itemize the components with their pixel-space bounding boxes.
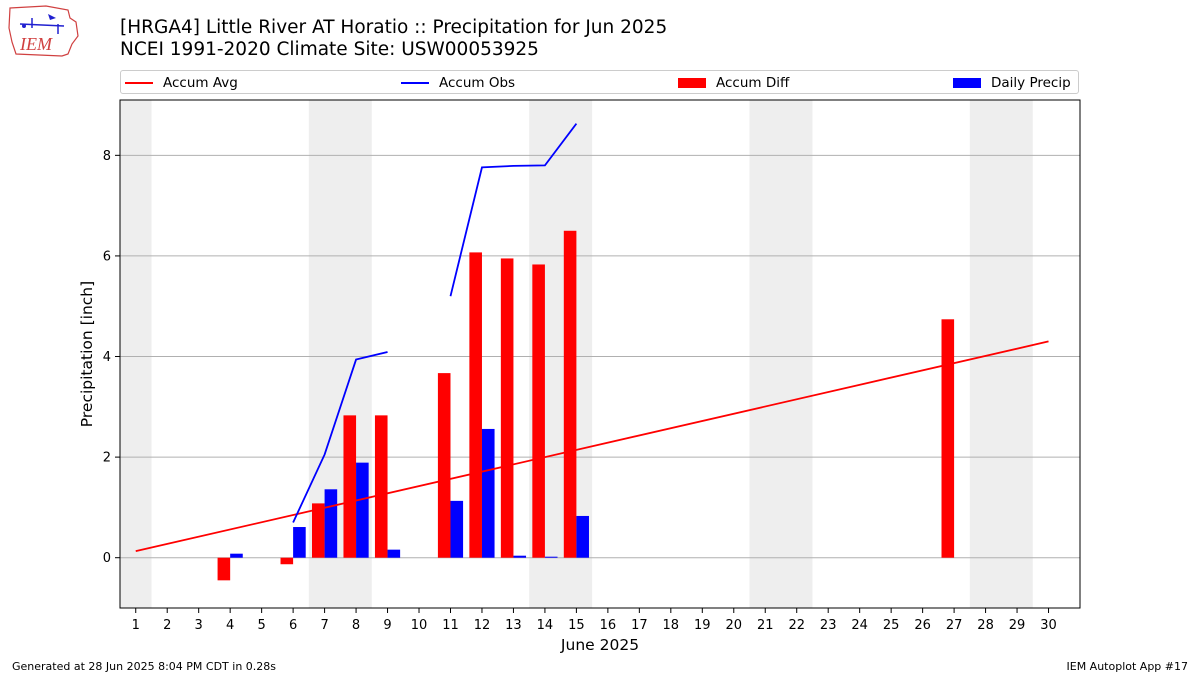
legend-swatch-daily-precip [953,78,981,88]
x-tick-label: 15 [568,618,585,633]
x-tick-label: 8 [352,618,360,633]
x-tick-label: 27 [946,618,963,633]
accum-diff-bar [532,264,545,558]
daily-precip-bar [450,500,464,558]
y-axis-label: Precipitation [inch] [78,281,96,427]
legend-item-daily-precip: Daily Precip [953,73,1071,93]
x-tick-label: 12 [474,618,491,633]
legend-item-accum-diff: Accum Diff [678,73,789,93]
x-tick-label: 23 [820,618,837,633]
x-tick-label: 17 [631,618,648,633]
accum-diff-bar [312,503,325,558]
x-tick-label: 20 [725,618,742,633]
x-tick-label: 3 [195,618,203,633]
x-tick-label: 9 [383,618,391,633]
accum-diff-bar [469,252,482,558]
daily-precip-bar [513,555,527,558]
daily-precip-bar [356,462,369,558]
chart-subtitle: NCEI 1991-2020 Climate Site: USW00053925 [120,39,539,60]
legend-label: Accum Avg [163,75,238,91]
x-tick-label: 6 [289,618,297,633]
x-tick-label: 21 [757,618,774,633]
daily-precip-bar [324,489,338,558]
y-tick-label: 4 [103,350,111,365]
legend-swatch-accum-obs [401,82,429,84]
weekend-shade [969,100,1033,608]
x-tick-label: 28 [977,618,994,633]
x-tick-label: 10 [411,618,428,633]
legend-item-accum-avg: Accum Avg [125,73,238,93]
x-tick-label: 18 [663,618,680,633]
accum-diff-bar [437,373,451,558]
x-tick-label: 13 [505,618,522,633]
x-tick-label: 7 [320,618,328,633]
x-tick-label: 2 [163,618,171,633]
x-axis-label: June 2025 [560,636,639,654]
x-tick-label: 29 [1009,618,1026,633]
legend-swatch-accum-diff [678,78,706,88]
app-credit: IEM Autoplot App #17 [1066,660,1189,673]
accum-diff-bar [941,319,955,558]
accum-diff-bar [374,415,388,558]
x-tick-label: 1 [132,618,140,633]
accum-obs-line [449,123,578,297]
legend-label: Accum Diff [716,75,790,91]
legend-item-accum-obs: Accum Obs [401,73,515,93]
x-tick-label: 22 [788,618,805,633]
chart-legend: Accum Avg Accum Obs Accum Diff Daily Pre… [120,70,1079,94]
plot-frame [119,99,1081,609]
daily-precip-bar [481,428,495,558]
daily-precip-bar [544,556,558,558]
legend-label: Accum Obs [439,75,516,91]
iem-logo: IEM [6,4,82,60]
legend-label: Daily Precip [991,75,1071,91]
x-tick-label: 16 [600,618,617,633]
generated-timestamp: Generated at 28 Jun 2025 8:04 PM CDT in … [12,660,277,673]
daily-precip-bar [387,549,401,558]
x-tick-label: 14 [537,618,554,633]
x-tick-label: 26 [914,618,931,633]
x-tick-label: 19 [694,618,711,633]
y-tick-label: 6 [103,249,111,264]
daily-precip-bar [293,527,306,558]
weekend-shade [749,100,813,608]
y-tick-label: 0 [103,551,111,566]
accum-diff-bar [500,258,514,558]
x-tick-label: 24 [851,618,868,633]
x-tick-label: 30 [1040,618,1057,633]
accum-diff-bar [217,557,231,581]
accum-obs-line [292,351,388,523]
y-tick-label: 2 [103,451,111,466]
x-tick-label: 4 [226,618,234,633]
y-tick-label: 8 [103,149,111,164]
logo-text: IEM [19,34,53,54]
x-tick-label: 5 [257,618,265,633]
weekend-shade [120,100,152,608]
x-tick-label: 11 [442,618,459,633]
accum-avg-line [135,340,1049,553]
accum-diff-bar [343,415,357,558]
accum-diff-bar [280,557,294,565]
legend-swatch-accum-avg [125,82,153,84]
daily-precip-bar [576,515,589,558]
daily-precip-bar [230,553,243,558]
x-tick-label: 25 [883,618,900,633]
accum-diff-bar [563,230,577,558]
chart-title: [HRGA4] Little River AT Horatio :: Preci… [120,17,668,38]
